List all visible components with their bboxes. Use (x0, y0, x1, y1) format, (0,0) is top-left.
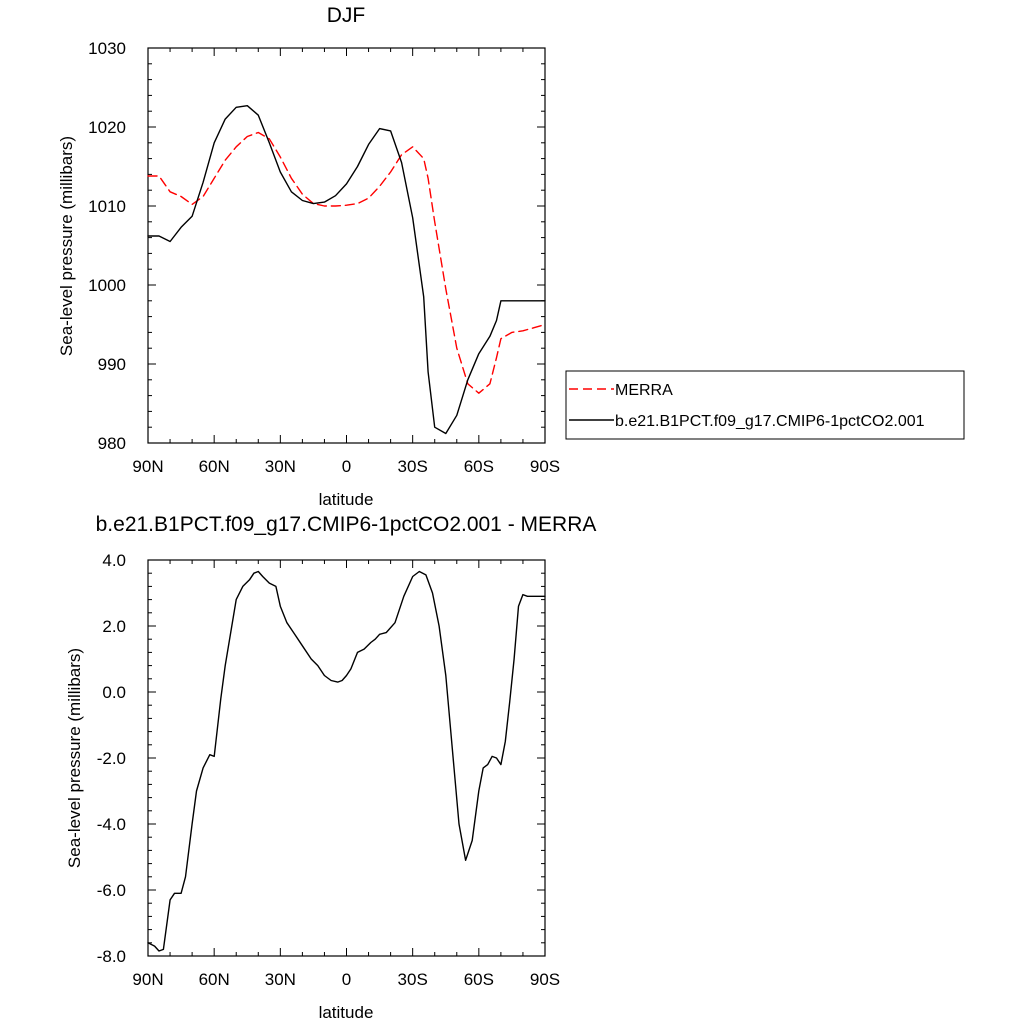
chart-bottom-xlabel: latitude (319, 1003, 374, 1022)
x-tick-label: 30S (398, 457, 428, 476)
chart-top-plot-frame (147, 47, 546, 444)
chart-top: DJF 90N 60N 30N 0 30S 60S 90S 980 990 1000 1010 102… (57, 4, 965, 509)
x-tick-label: 0 (342, 457, 351, 476)
y-tick-label: -4.0 (97, 815, 126, 834)
chart-top-title: DJF (327, 4, 366, 27)
x-tick-label: 90S (530, 970, 560, 989)
x-tick-label: 90N (132, 970, 163, 989)
y-tick-label: 980 (98, 434, 126, 453)
series-line-0 (147, 131, 546, 394)
chart-top-ylabel: Sea-level pressure (millibars) (57, 136, 76, 356)
x-tick-label: 60N (199, 970, 230, 989)
y-tick-label: -6.0 (97, 881, 126, 900)
legend-box (565, 370, 965, 440)
y-tick-label: 0.0 (102, 683, 126, 702)
y-tick-label: 4.0 (102, 551, 126, 570)
x-tick-label: 30S (398, 970, 428, 989)
x-tick-label: 60N (199, 457, 230, 476)
x-tick-label: 0 (342, 970, 351, 989)
series-line-0 (147, 570, 546, 952)
y-tick-label: -2.0 (97, 749, 126, 768)
x-tick-label: 90S (530, 457, 560, 476)
x-tick-label: 90N (132, 457, 163, 476)
chart-top-legend: MERRA b.e21.B1PCT.f09_g17.CMIP6-1pctCO2.… (565, 370, 965, 440)
y-tick-label: -8.0 (97, 947, 126, 966)
chart-top-ticks: 90N 60N 30N 0 30S 60S 90S 980 990 1000 1010 1020 103… (88, 39, 560, 476)
x-tick-label: 30N (265, 970, 296, 989)
series-line-1 (147, 104, 546, 435)
chart-bottom: b.e21.B1PCT.f09_g17.CMIP6-1pctCO2.001 - … (65, 513, 596, 1022)
chart-bottom-ylabel: Sea-level pressure (millibars) (65, 648, 84, 868)
x-tick-label: 60S (464, 970, 494, 989)
x-tick-label: 60S (464, 457, 494, 476)
chart-top-series (147, 104, 546, 435)
y-tick-label: 990 (98, 355, 126, 374)
chart-top-xlabel: latitude (319, 490, 374, 509)
y-tick-label: 2.0 (102, 617, 126, 636)
y-tick-label: 1030 (88, 39, 126, 58)
y-tick-label: 1020 (88, 118, 126, 137)
x-tick-label: 30N (265, 457, 296, 476)
legend-label-merra: MERRA (615, 382, 673, 399)
chart-bottom-series (147, 570, 546, 952)
y-tick-label: 1000 (88, 276, 126, 295)
chart-bottom-ticks: 90N 60N 30N 0 30S 60S 90S -8.0 -6.0 -4.0 -2.0 0.0 2.… (97, 551, 560, 989)
legend-label-model: b.e21.B1PCT.f09_g17.CMIP6-1pctCO2.001 (615, 413, 925, 430)
chart-bottom-title: b.e21.B1PCT.f09_g17.CMIP6-1pctCO2.001 - … (96, 513, 597, 536)
y-tick-label: 1010 (88, 197, 126, 216)
